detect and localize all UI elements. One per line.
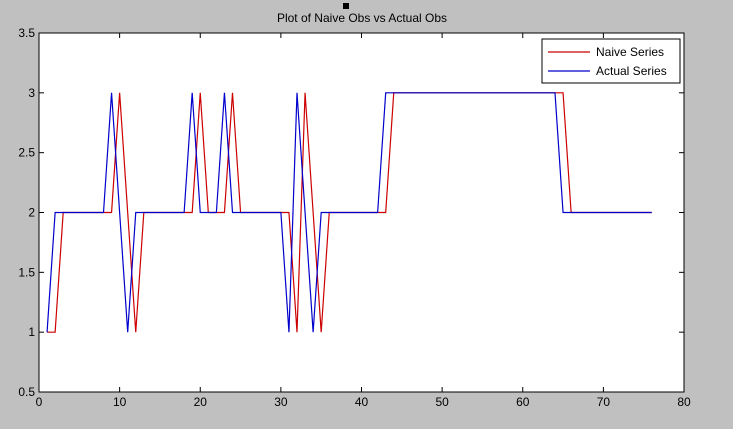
x-tick-label: 20 [194,395,208,409]
x-tick-label: 30 [274,395,288,409]
y-tick-label: 1.5 [18,265,35,279]
x-tick-label: 60 [516,395,530,409]
y-tick-label: 2.5 [18,146,35,160]
legend-label-actual-series: Actual Series [596,64,667,78]
x-tick-label: 70 [597,395,611,409]
y-tick-label: 3.5 [18,26,35,40]
legend-label-naive-series: Naive Series [596,45,664,59]
x-tick-label: 0 [36,395,43,409]
y-tick-label: 1 [28,325,35,339]
x-tick-label: 50 [435,395,449,409]
series-layer [46,92,652,333]
x-axis: 0 10 20 30 40 50 60 70 80 [36,33,691,409]
legend: Naive Series Actual Series [541,38,681,84]
chart-title: Plot of Naive Obs vs Actual Obs [277,11,447,25]
y-tick-label: 2 [28,206,35,220]
y-axis: 0.5 1 1.5 2 2.5 3 3.5 [18,26,684,399]
legend-box [541,38,681,84]
y-tick-label: 3 [28,86,35,100]
y-tick-label: 0.5 [18,385,35,399]
x-tick-label: 10 [113,395,127,409]
x-tick-label: 40 [355,395,369,409]
x-tick-label: 80 [677,395,691,409]
figure-drag-handle[interactable] [343,3,349,9]
series-line-actual-series [46,92,652,333]
